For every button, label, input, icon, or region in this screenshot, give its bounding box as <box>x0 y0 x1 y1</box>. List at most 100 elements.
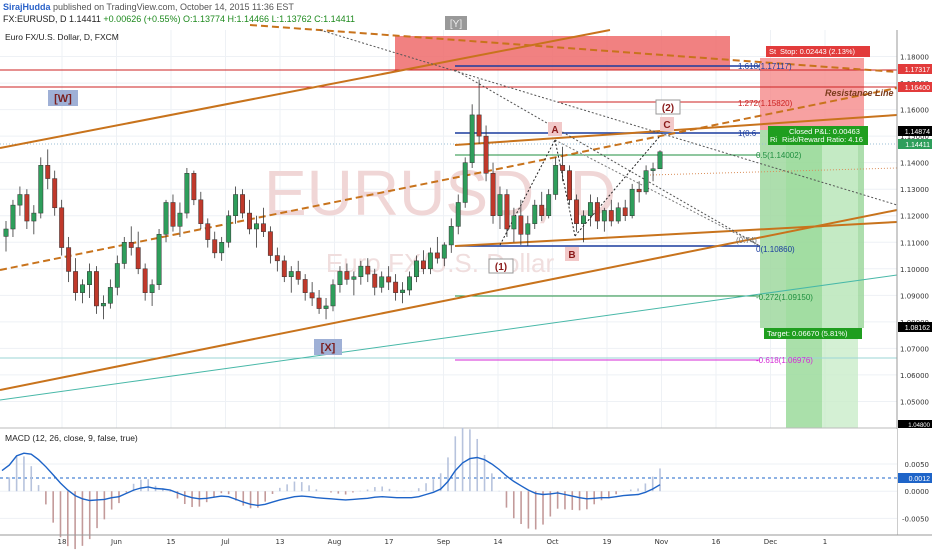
candle[interactable] <box>504 189 510 237</box>
candle[interactable] <box>198 191 204 229</box>
candle[interactable] <box>441 242 447 267</box>
candle[interactable] <box>163 199 169 243</box>
candle[interactable] <box>330 279 336 312</box>
candle[interactable] <box>87 263 92 298</box>
candle[interactable] <box>608 199 614 227</box>
candle[interactable] <box>247 199 252 235</box>
candle[interactable] <box>400 282 406 304</box>
candle[interactable] <box>254 215 259 248</box>
candle[interactable] <box>629 183 635 219</box>
time-axis[interactable]: 18 Jun 15 Jul 13 Aug 17 Sep 14 Oct 19 Nov 16 Dec 1 <box>58 538 828 546</box>
candle[interactable] <box>594 197 600 229</box>
support-line-b[interactable] <box>454 221 898 247</box>
candle[interactable] <box>427 247 433 275</box>
candle[interactable] <box>107 279 113 309</box>
candle[interactable] <box>24 189 30 229</box>
candles[interactable] <box>3 79 663 320</box>
candle[interactable] <box>274 247 280 272</box>
candle[interactable] <box>539 191 545 222</box>
candle[interactable] <box>59 199 65 256</box>
candle[interactable] <box>344 263 350 285</box>
candle[interactable] <box>295 260 301 285</box>
candle[interactable] <box>615 202 621 224</box>
target-label-box[interactable] <box>764 328 862 339</box>
candle[interactable] <box>518 199 524 245</box>
candle[interactable] <box>316 290 322 314</box>
candle[interactable] <box>233 186 239 224</box>
candle[interactable] <box>546 189 552 219</box>
candle[interactable] <box>309 282 315 306</box>
candle[interactable] <box>226 210 232 248</box>
candle[interactable] <box>17 186 23 216</box>
candle[interactable] <box>80 279 85 304</box>
candle[interactable] <box>73 258 79 301</box>
author-link[interactable]: SirajHudda <box>3 2 51 12</box>
candle[interactable] <box>121 236 127 269</box>
candle[interactable] <box>31 205 37 235</box>
candle[interactable] <box>574 194 579 232</box>
candle[interactable] <box>407 271 412 296</box>
candle[interactable] <box>365 258 371 283</box>
candle[interactable] <box>240 189 246 219</box>
candle[interactable] <box>650 162 656 182</box>
gray-dotted-trendline-3[interactable] <box>554 139 761 247</box>
candle[interactable] <box>581 210 586 243</box>
candle[interactable] <box>525 215 531 246</box>
candle[interactable] <box>511 207 517 243</box>
candle[interactable] <box>170 194 176 232</box>
candle[interactable] <box>177 202 183 237</box>
gray-dotted-trendline-2[interactable] <box>454 69 761 247</box>
candle[interactable] <box>184 167 190 219</box>
candle[interactable] <box>434 236 440 264</box>
teal-trendline[interactable] <box>0 274 898 401</box>
candle[interactable] <box>142 263 148 301</box>
candle[interactable] <box>281 255 287 283</box>
candle[interactable] <box>420 250 426 275</box>
candle[interactable] <box>288 266 294 293</box>
stop-label-box[interactable] <box>766 46 870 57</box>
candle[interactable] <box>462 157 468 208</box>
mid-channel-dashed[interactable] <box>0 87 898 271</box>
top-dashed-line[interactable] <box>249 24 898 73</box>
candle[interactable] <box>351 271 357 296</box>
candle[interactable] <box>560 146 566 182</box>
candle[interactable] <box>38 157 44 219</box>
candle[interactable] <box>135 231 141 275</box>
candle[interactable] <box>128 226 134 256</box>
candle[interactable] <box>52 170 58 216</box>
macd-line[interactable] <box>1 452 661 507</box>
candle[interactable] <box>414 255 419 283</box>
candle[interactable] <box>469 104 475 168</box>
candle[interactable] <box>10 199 16 237</box>
candle[interactable] <box>45 149 51 190</box>
candle[interactable] <box>100 295 106 320</box>
candle[interactable] <box>3 221 9 252</box>
candle[interactable] <box>379 271 385 293</box>
candle[interactable] <box>567 165 573 206</box>
candle[interactable] <box>587 194 593 227</box>
candle[interactable] <box>497 186 503 229</box>
candle[interactable] <box>323 297 329 320</box>
candle[interactable] <box>267 226 273 264</box>
price-pane[interactable] <box>0 30 897 428</box>
gray-dotted-trendline[interactable] <box>319 29 898 206</box>
candle[interactable] <box>191 170 197 206</box>
candle[interactable] <box>358 260 364 285</box>
candle[interactable] <box>483 125 489 182</box>
price-axis[interactable] <box>897 30 932 428</box>
candle[interactable] <box>219 236 225 261</box>
candle[interactable] <box>156 229 162 291</box>
candle[interactable] <box>643 165 649 195</box>
candle[interactable] <box>601 207 607 232</box>
candle[interactable] <box>455 194 461 235</box>
candle[interactable] <box>114 255 120 296</box>
candle[interactable] <box>149 279 155 306</box>
candle[interactable] <box>66 236 72 283</box>
candle[interactable] <box>532 199 538 229</box>
pnl-label-box[interactable] <box>768 126 868 145</box>
candle[interactable] <box>553 157 559 200</box>
candle[interactable] <box>490 162 496 224</box>
candle[interactable] <box>302 274 308 301</box>
candle[interactable] <box>476 79 482 145</box>
